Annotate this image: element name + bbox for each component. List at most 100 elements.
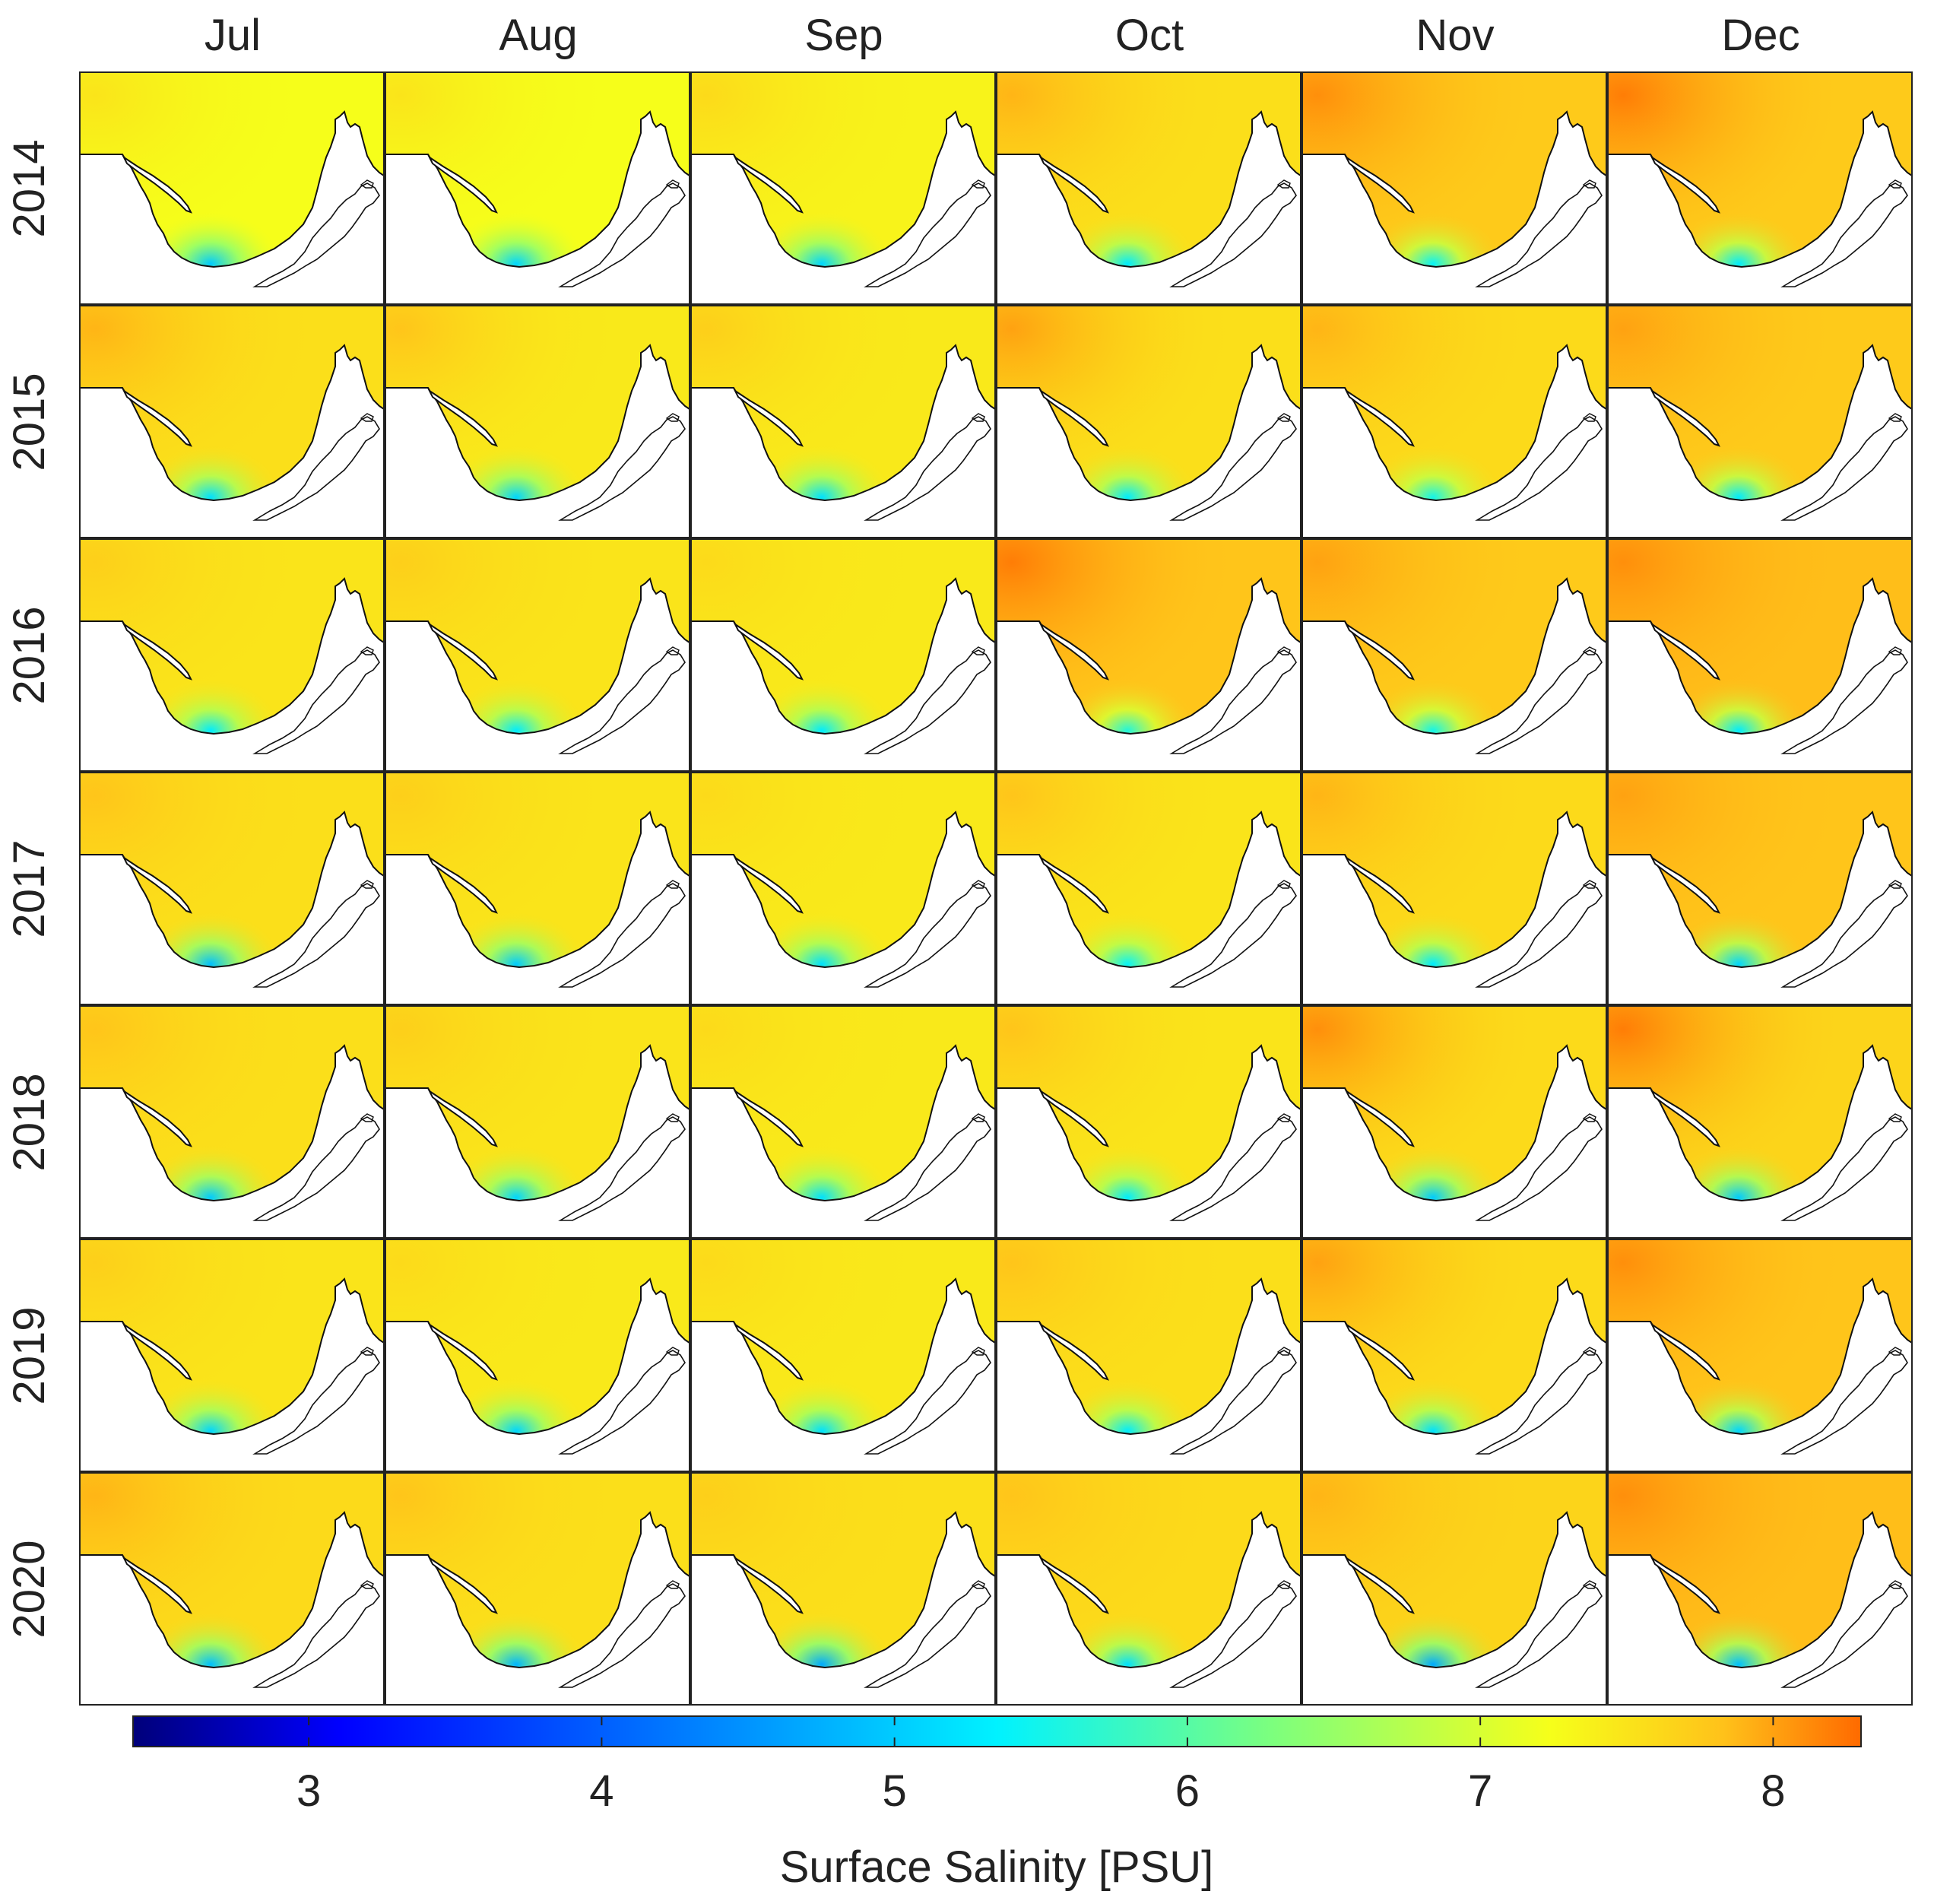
- island-outline: [360, 1113, 374, 1122]
- coastline: [1302, 1277, 1606, 1436]
- panel-frame: [1607, 1472, 1913, 1706]
- lagoon-outline: [1169, 1116, 1297, 1221]
- island-outline: [1888, 1347, 1902, 1356]
- sand-spit: [122, 1556, 192, 1614]
- land-mask: [1608, 112, 1912, 304]
- sand-spit: [1650, 155, 1720, 214]
- coastline: [691, 344, 995, 502]
- land-mask: [80, 1046, 384, 1238]
- land-mask: [80, 1512, 384, 1705]
- coastline: [385, 110, 690, 268]
- row-label-2017: 2017: [5, 839, 54, 938]
- lagoon-outline: [1475, 416, 1603, 521]
- land-mask: [1302, 1279, 1606, 1471]
- sand-spit: [733, 622, 804, 681]
- panel-frame: [690, 1239, 996, 1472]
- lagoon-outline: [1780, 1116, 1908, 1221]
- coastline: [1608, 110, 1912, 268]
- island-outline: [1582, 179, 1596, 189]
- map-panel-jul-2016: [79, 538, 385, 772]
- lagoon-outline: [1475, 1583, 1603, 1688]
- coastline: [691, 577, 995, 735]
- map-panel-oct-2015: [996, 305, 1301, 538]
- sand-spit: [1344, 1089, 1415, 1147]
- island-outline: [1276, 880, 1291, 889]
- colorbar-tick-label: 3: [296, 1766, 321, 1816]
- island-outline: [360, 646, 374, 655]
- map-panel-aug-2019: [385, 1239, 690, 1472]
- land-mask: [1302, 112, 1606, 304]
- sand-spit: [122, 389, 192, 447]
- colorbar-gradient: [132, 1715, 1862, 1747]
- sand-spit: [427, 155, 498, 214]
- land-mask: [385, 345, 690, 538]
- map-panel-aug-2014: [385, 71, 690, 305]
- sand-spit: [1038, 1322, 1109, 1381]
- coastline: [1608, 1511, 1912, 1669]
- island-outline: [971, 1347, 985, 1356]
- map-panel-sep-2015: [690, 305, 996, 538]
- map-panel-jul-2019: [79, 1239, 385, 1472]
- panel-frame: [1607, 1005, 1913, 1239]
- map-panel-nov-2014: [1301, 71, 1607, 305]
- coastline: [80, 110, 384, 268]
- colorbar-tick-label: 7: [1468, 1766, 1492, 1816]
- land-mask: [80, 579, 384, 771]
- panel-frame: [1301, 538, 1607, 772]
- coastline: [997, 577, 1301, 735]
- colorbar-label: Surface Salinity [PSU]: [780, 1842, 1214, 1892]
- island-outline: [1888, 1113, 1902, 1122]
- island-outline: [1888, 413, 1902, 422]
- land-mask: [385, 812, 690, 1004]
- island-outline: [971, 880, 985, 889]
- island-outline: [665, 1113, 680, 1122]
- lagoon-outline: [558, 182, 686, 287]
- coastline: [691, 811, 995, 969]
- row-label-2018: 2018: [5, 1073, 54, 1171]
- map-panel-jul-2015: [79, 305, 385, 538]
- island-outline: [665, 179, 680, 189]
- land-mask: [1608, 1279, 1912, 1471]
- map-panel-sep-2014: [690, 71, 996, 305]
- sand-spit: [122, 855, 192, 914]
- land-mask: [80, 112, 384, 304]
- sand-spit: [733, 155, 804, 214]
- panel-frame: [385, 538, 690, 772]
- coastline: [1302, 1511, 1606, 1669]
- land-mask: [691, 112, 995, 304]
- panel-frame: [1301, 1239, 1607, 1472]
- island-outline: [360, 1347, 374, 1356]
- panel-frame: [1301, 1472, 1607, 1706]
- coastline: [80, 1044, 384, 1202]
- panel-frame: [1607, 71, 1913, 305]
- sand-spit: [122, 1322, 192, 1381]
- coastline: [997, 811, 1301, 969]
- map-panel-jul-2014: [79, 71, 385, 305]
- island-outline: [1276, 1113, 1291, 1122]
- panel-frame: [690, 1005, 996, 1239]
- coastline: [1608, 577, 1912, 735]
- land-mask: [691, 812, 995, 1004]
- coastline: [80, 577, 384, 735]
- island-outline: [1276, 1580, 1291, 1589]
- island-outline: [1582, 880, 1596, 889]
- lagoon-outline: [558, 1116, 686, 1221]
- map-panel-oct-2014: [996, 71, 1301, 305]
- sand-spit: [1344, 1322, 1415, 1381]
- sand-spit: [1344, 622, 1415, 681]
- map-panel-sep-2016: [690, 538, 996, 772]
- land-mask: [691, 345, 995, 538]
- land-mask: [691, 579, 995, 771]
- sand-spit: [1038, 389, 1109, 447]
- panel-frame: [1301, 772, 1607, 1005]
- sand-spit: [122, 155, 192, 214]
- lagoon-outline: [864, 182, 991, 287]
- salinity-map-grid: [79, 71, 1913, 1706]
- island-outline: [971, 179, 985, 189]
- lagoon-outline: [864, 1116, 991, 1221]
- lagoon-outline: [1780, 182, 1908, 287]
- map-panel-dec-2015: [1607, 305, 1913, 538]
- land-mask: [1608, 345, 1912, 538]
- panel-frame: [79, 538, 385, 772]
